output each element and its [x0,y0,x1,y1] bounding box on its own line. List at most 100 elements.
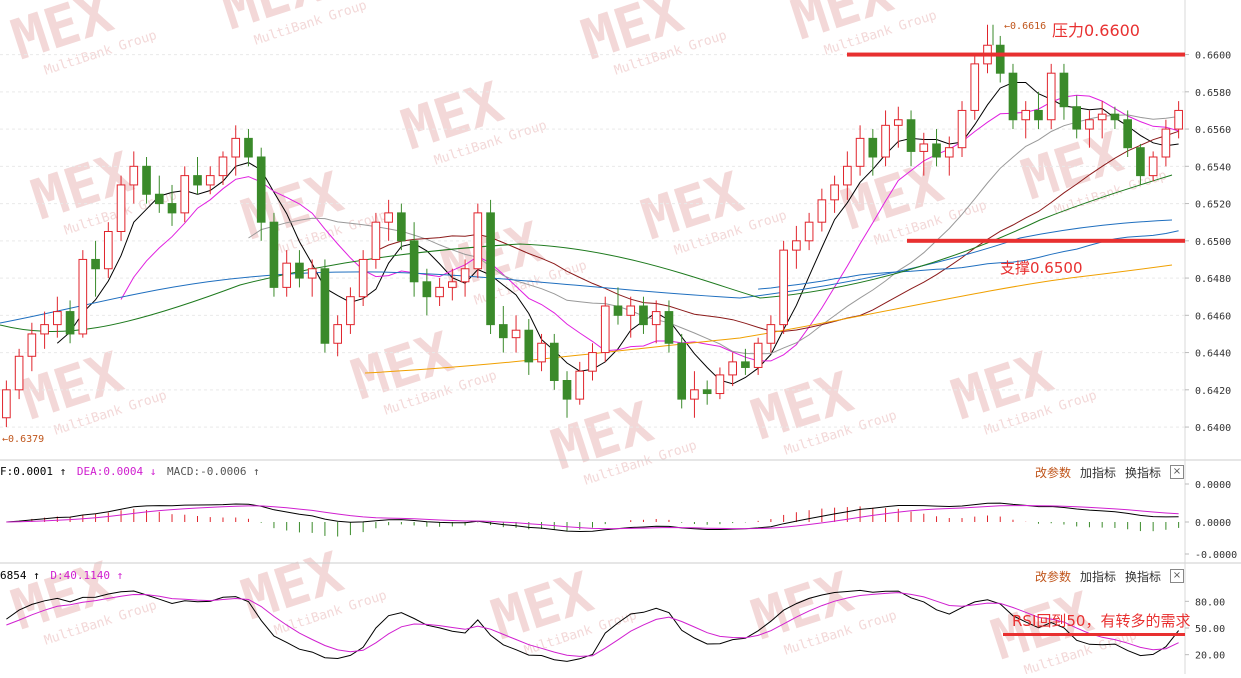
candle-body [307,268,317,279]
candle-body [702,389,712,395]
candle-body [562,380,572,400]
candle-body [205,175,215,186]
candle-body [1161,128,1171,158]
candle-body [231,137,241,158]
candle-body [792,240,801,251]
candle-body [180,175,190,214]
macd-switch-indicator-button[interactable]: 换指标 [1125,466,1162,480]
kdj-k-line [6,589,1179,662]
candle-body [218,156,228,177]
y-axis: 0.6600 0.6580 0.6560 0.6540 0.6520 0.6500 0.64… [1184,0,1237,674]
candle-body [269,221,279,288]
y-tick-label: 0.6540 [1195,162,1231,173]
candle-body [142,165,151,195]
macd-dea-line [6,504,1179,530]
candles [2,24,1183,428]
candle-body [333,324,342,344]
ma-long-blue [0,219,1173,324]
candle-body [40,324,49,335]
candle-body [843,165,852,186]
y-tick-label: 0.6400 [1195,423,1231,434]
candle-body [893,119,903,126]
macd-tick-label: -0.0000 [1195,550,1237,561]
kdj-k-value: 6854 ↑ [0,569,40,582]
kdj-close-icon[interactable]: × [1170,569,1184,583]
candle-body [282,262,292,288]
candle-body [154,193,164,205]
candle-body [753,342,763,368]
candle-body [460,268,470,283]
macd-close-icon[interactable]: × [1170,465,1184,479]
candle-body [486,212,495,326]
macd-tick-label: 0.0000 [1195,480,1231,491]
macd-add-indicator-button[interactable]: 加指标 [1080,466,1117,480]
candle-body [1174,109,1183,130]
resistance-line [847,52,1185,57]
candle-body [320,268,330,344]
candle-body [27,333,37,357]
y-tick-label: 0.6500 [1195,237,1231,248]
candle-body [371,221,381,260]
rsi-annotation: RSI回到50，有转多的需求 [1012,612,1191,630]
candle-body [957,109,967,149]
support-annotation: 支撑0.6500 [1000,259,1083,277]
candle-body [639,305,648,326]
candle-body [422,281,432,298]
candle-body [830,184,839,201]
kdj-tick-label: 80.00 [1195,597,1225,608]
candle-body [677,342,687,400]
kdj-add-indicator-button[interactable]: 加指标 [1080,570,1117,584]
macd-edit-params-button[interactable]: 改参数 [1035,466,1072,480]
candle-body [1059,72,1069,108]
candle-body [244,137,253,158]
candle-body [690,389,699,400]
y-tick-label: 0.6420 [1195,386,1231,397]
candle-body [575,370,585,400]
low-price-label: ←0.6379 [2,434,45,445]
candle-body [944,147,954,158]
candle-body [1021,109,1031,121]
candle-body [613,305,623,316]
candle-body [868,137,878,158]
candle-body [129,165,139,186]
candle-body [1072,106,1082,130]
candle-body [1123,119,1132,149]
candle-body [906,119,916,152]
kdj-d-line [6,592,1179,657]
candle-body [116,184,126,232]
candle-body [384,212,393,223]
candle-body [498,324,508,339]
y-tick-label: 0.6480 [1195,274,1231,285]
kdj-switch-indicator-button[interactable]: 换指标 [1125,570,1162,584]
kdj-panel [6,589,1179,662]
candle-body [358,258,368,298]
candle-body [995,44,1005,74]
candle-body [1136,147,1145,177]
rsi-50-line [1003,633,1185,636]
candle-body [435,286,444,298]
candle-body [256,156,266,223]
candle-body [626,305,636,316]
candle-body [766,324,776,344]
candle-body [397,212,406,242]
candle-body [588,352,597,372]
macd-value: MACD:-0.0006 ↑ [166,465,260,478]
candle-body [1085,119,1094,130]
y-tick-label: 0.6520 [1195,200,1231,211]
candle-body [855,137,865,167]
candle-body [537,342,546,363]
y-tick-label: 0.6460 [1195,311,1231,322]
candle-body [78,258,88,335]
macd-tick-label: 0.0000 [1195,518,1231,529]
kdj-header: 6854 ↑ D:40.1140 ↑ [0,569,123,582]
y-tick-label: 0.6600 [1195,51,1231,62]
candle-body [919,143,929,152]
support-line [907,238,1185,243]
candle-body [167,203,177,214]
kdj-tick-label: 20.00 [1195,651,1225,662]
macd-panel [6,502,1180,537]
candle-body [409,240,419,283]
candle-body [511,329,521,339]
kdj-edit-params-button[interactable]: 改参数 [1035,570,1072,584]
